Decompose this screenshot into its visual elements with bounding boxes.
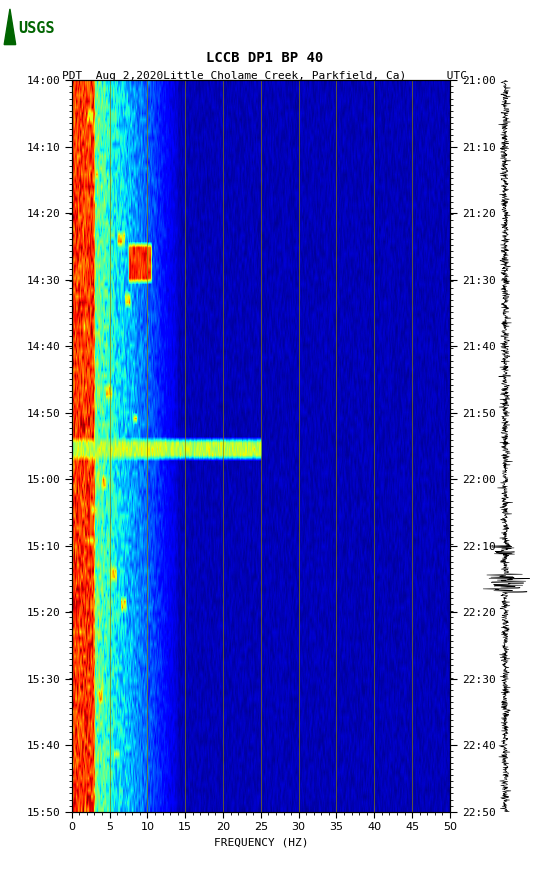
Text: PDT  Aug 2,2020Little Cholame Creek, Parkfield, Ca)      UTC: PDT Aug 2,2020Little Cholame Creek, Park… [62, 70, 468, 81]
Text: LCCB DP1 BP 40: LCCB DP1 BP 40 [206, 51, 323, 65]
Polygon shape [4, 9, 15, 45]
X-axis label: FREQUENCY (HZ): FREQUENCY (HZ) [214, 838, 308, 847]
Text: USGS: USGS [19, 21, 55, 37]
